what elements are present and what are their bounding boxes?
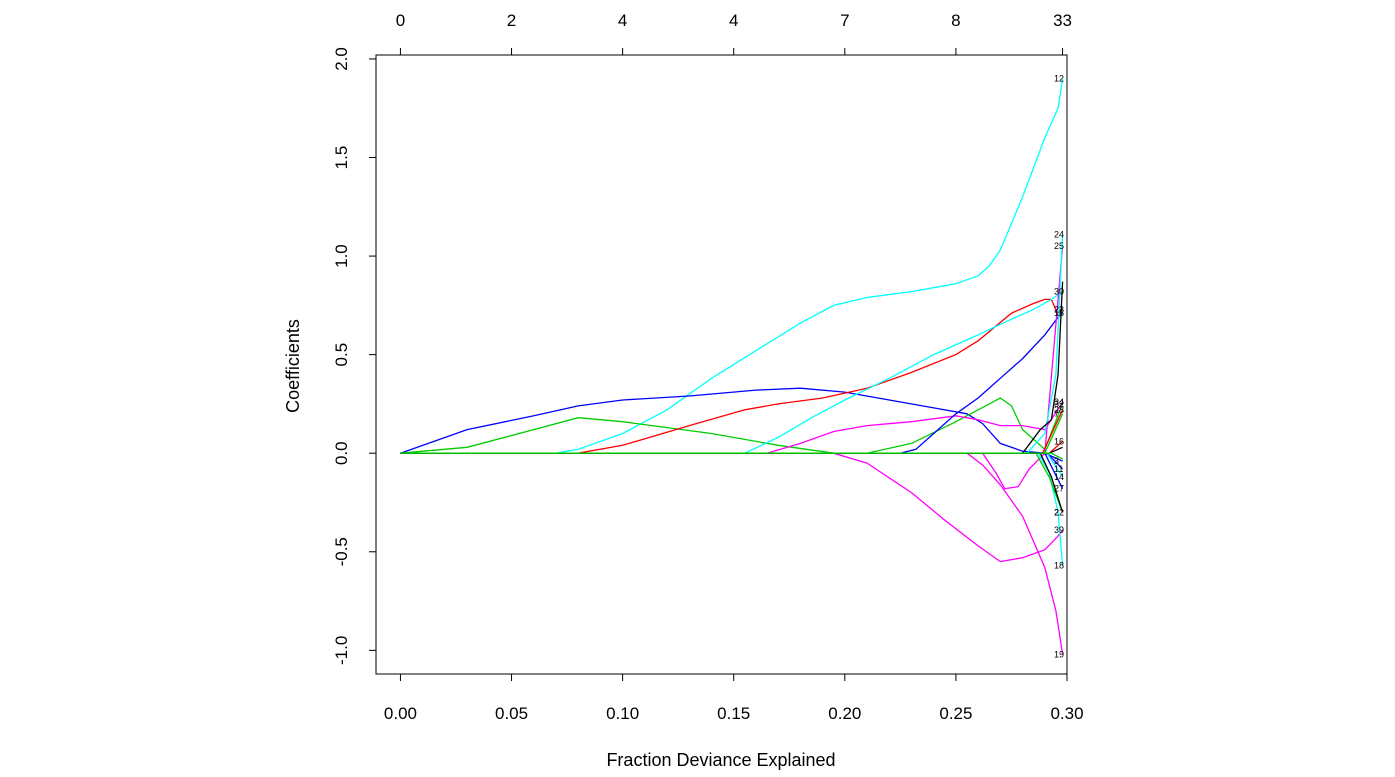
series-line-27 [400, 452, 1064, 489]
series-label-24: 24 [1054, 229, 1064, 239]
series-lines [400, 78, 1064, 655]
series-label-14: 14 [1054, 472, 1064, 482]
series-line-3 [400, 387, 1063, 462]
series-label-16: 16 [1054, 436, 1064, 446]
x-tick-label: 0.25 [939, 704, 972, 723]
x-axis-top: 0 2 4 4 7 8 33 [396, 11, 1072, 55]
series-line-23 [400, 298, 1064, 454]
x-tick-label: 0.00 [384, 704, 417, 723]
series-line-28 [400, 409, 1064, 454]
x-tick-label: 0.10 [606, 704, 639, 723]
series-label-15: 15 [1054, 308, 1064, 318]
series-line-22 [400, 452, 1064, 513]
series-label-30: 30 [1054, 287, 1064, 297]
top-tick-label: 8 [951, 11, 960, 30]
series-line-34 [400, 401, 1064, 454]
x-tick-label: 0.20 [828, 704, 861, 723]
series-label-3: 3 [1054, 456, 1059, 466]
series-line-2 [400, 452, 1064, 513]
series-label-12: 12 [1054, 74, 1064, 84]
top-tick-label: 33 [1053, 11, 1072, 30]
series-line-32 [400, 397, 1064, 454]
series-label-11: 11 [1054, 464, 1063, 474]
series-line-unlabeled-21 [400, 446, 1063, 454]
x-axis-bottom: 0.00 0.05 0.10 0.15 0.20 0.25 0.30 [384, 674, 1084, 723]
series-label-18: 18 [1054, 561, 1064, 571]
series-label-32: 32 [1054, 399, 1064, 409]
series-label-2: 2 [1054, 507, 1059, 517]
series-line-25 [400, 246, 1064, 490]
series-line-11 [400, 452, 1064, 470]
y-tick-label: 1.0 [332, 244, 351, 268]
y-tick-label: 1.5 [332, 146, 351, 170]
x-tick-label: 0.15 [717, 704, 750, 723]
series-label-25: 25 [1054, 241, 1064, 251]
series-line-unlabeled-11 [400, 281, 1064, 454]
y-axis-title: Coefficients [283, 319, 303, 413]
series-label-23: 23 [1054, 304, 1064, 314]
series-label-39: 39 [1054, 525, 1064, 535]
series-label-34: 34 [1054, 397, 1064, 407]
series-line-unlabeled-22 [400, 452, 1063, 460]
series-line-15 [400, 312, 1064, 454]
top-tick-label: 0 [396, 11, 405, 30]
y-tick-label: 0.5 [332, 343, 351, 367]
series-line-12 [400, 78, 1064, 454]
series-line-39 [400, 452, 1064, 563]
series-label-19: 19 [1054, 649, 1064, 659]
series-line-16 [400, 440, 1064, 454]
x-axis-title: Fraction Deviance Explained [606, 750, 835, 770]
plot-frame [375, 54, 1068, 675]
y-tick-label: -1.0 [332, 636, 351, 665]
top-tick-label: 2 [507, 11, 516, 30]
y-tick-label: 2.0 [332, 47, 351, 71]
series-line-18 [400, 452, 1064, 566]
series-line-19 [400, 452, 1064, 655]
series-label-28: 28 [1054, 405, 1064, 415]
top-tick-label: 4 [729, 11, 738, 30]
x-tick-label: 0.05 [495, 704, 528, 723]
x-tick-label: 0.30 [1050, 704, 1083, 723]
series-line-24 [400, 234, 1064, 454]
series-line-7 [400, 413, 1064, 454]
top-tick-label: 7 [840, 11, 849, 30]
series-label-22: 22 [1054, 507, 1064, 517]
y-tick-label: 0.0 [332, 441, 351, 465]
series-line-30 [400, 291, 1063, 454]
top-tick-label: 4 [618, 11, 627, 30]
series-line-14 [400, 452, 1064, 478]
series-label-7: 7 [1054, 409, 1059, 419]
y-tick-label: -0.5 [332, 537, 351, 566]
series-label-27: 27 [1054, 484, 1064, 494]
y-axis: -1.0 -0.5 0.0 0.5 1.0 1.5 2.0 [332, 47, 376, 665]
